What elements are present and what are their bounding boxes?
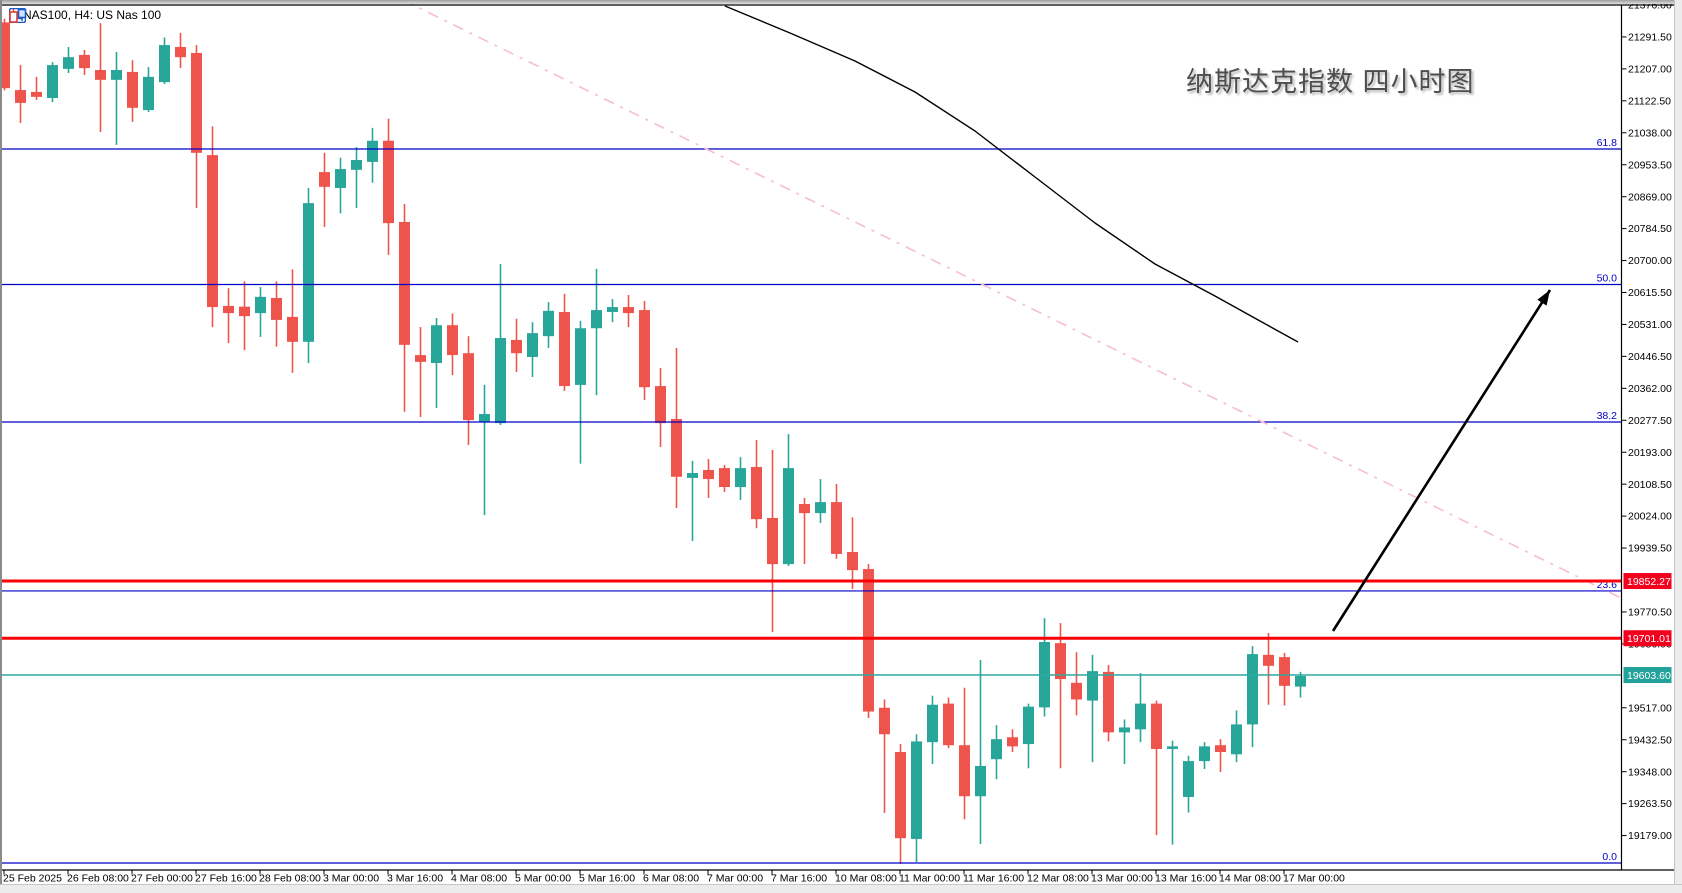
svg-text:7 Mar 00:00: 7 Mar 00:00 [707, 873, 763, 885]
svg-text:20446.50: 20446.50 [1628, 351, 1672, 363]
svg-text:20953.50: 20953.50 [1628, 159, 1672, 171]
svg-text:19852.27: 19852.27 [1627, 576, 1671, 588]
svg-text:27 Feb 16:00: 27 Feb 16:00 [195, 873, 257, 885]
svg-text:20362.00: 20362.00 [1628, 383, 1672, 395]
svg-text:20531.00: 20531.00 [1628, 319, 1672, 331]
svg-text:50.0: 50.0 [1597, 272, 1618, 284]
svg-text:20869.00: 20869.00 [1628, 191, 1672, 203]
price-lines-layer [0, 579, 1622, 676]
svg-text:13 Mar 00:00: 13 Mar 00:00 [1091, 873, 1153, 885]
svg-text:20024.00: 20024.00 [1628, 511, 1672, 523]
svg-text:20784.50: 20784.50 [1628, 223, 1672, 235]
svg-text:20700.00: 20700.00 [1628, 255, 1672, 267]
svg-text:14 Mar 08:00: 14 Mar 08:00 [1219, 873, 1281, 885]
window-bottom-strip [0, 884, 1682, 893]
svg-text:17 Mar 00:00: 17 Mar 00:00 [1283, 873, 1345, 885]
window-left-edge [0, 0, 2, 893]
window-right-edge [1674, 0, 1682, 893]
svg-text:12 Mar 08:00: 12 Mar 08:00 [1027, 873, 1089, 885]
projection-arrow [1331, 289, 1552, 632]
svg-text:20277.50: 20277.50 [1628, 415, 1672, 427]
trend-curve [724, 5, 1299, 343]
svg-text:3 Mar 00:00: 3 Mar 00:00 [323, 873, 379, 885]
window-top-edge [0, 0, 1682, 4]
svg-text:19770.50: 19770.50 [1628, 607, 1672, 619]
svg-text:19348.00: 19348.00 [1628, 766, 1672, 778]
svg-text:19701.01: 19701.01 [1627, 633, 1671, 645]
svg-text:13 Mar 16:00: 13 Mar 16:00 [1155, 873, 1217, 885]
svg-text:21291.50: 21291.50 [1628, 32, 1672, 44]
svg-text:61.8: 61.8 [1597, 137, 1618, 149]
time-axis[interactable]: 25 Feb 2025 26 Feb 08:00 27 Feb 00:00 27 Fe… [3, 870, 1345, 885]
svg-text:7 Mar 16:00: 7 Mar 16:00 [771, 873, 827, 885]
svg-text:6 Mar 08:00: 6 Mar 08:00 [643, 873, 699, 885]
svg-text:21207.00: 21207.00 [1628, 63, 1672, 75]
svg-text:0.0: 0.0 [1602, 851, 1617, 863]
symbol-header: NAS100, H4: US Nas 100 [9, 8, 162, 23]
svg-text:10 Mar 08:00: 10 Mar 08:00 [835, 873, 897, 885]
price-tag-boxes: 19852.27 19701.01 19603.60 [1623, 573, 1672, 684]
svg-text:27 Feb 00:00: 27 Feb 00:00 [131, 873, 193, 885]
svg-text:25 Feb 2025: 25 Feb 2025 [3, 873, 62, 885]
candles-layer [0, 18, 1306, 864]
svg-text:21122.50: 21122.50 [1628, 95, 1671, 107]
svg-text:19517.00: 19517.00 [1628, 702, 1672, 714]
svg-text:19432.50: 19432.50 [1628, 734, 1672, 746]
chart-frame [0, 4, 1682, 871]
svg-text:21376.00: 21376.00 [1628, 0, 1672, 12]
svg-text:38.2: 38.2 [1597, 410, 1618, 422]
svg-text:4 Mar 08:00: 4 Mar 08:00 [451, 873, 507, 885]
svg-text:5 Mar 16:00: 5 Mar 16:00 [579, 873, 635, 885]
chart-annotation-title: 纳斯达克指数 四小时图 [1186, 67, 1475, 97]
svg-text:19179.00: 19179.00 [1628, 830, 1672, 842]
symbol-title: NAS100, H4: US Nas 100 [23, 8, 162, 22]
svg-text:19939.50: 19939.50 [1628, 543, 1672, 555]
price-axis[interactable]: 21376.00 21291.50 21207.00 21122.50 21038.00… [1621, 0, 1672, 842]
svg-text:19603.60: 19603.60 [1627, 670, 1671, 682]
svg-text:20615.50: 20615.50 [1628, 287, 1672, 299]
svg-text:20108.50: 20108.50 [1628, 479, 1672, 491]
svg-text:19263.50: 19263.50 [1628, 798, 1672, 810]
svg-text:20193.00: 20193.00 [1628, 447, 1672, 459]
svg-text:11 Mar 00:00: 11 Mar 00:00 [899, 873, 960, 885]
svg-text:26 Feb 08:00: 26 Feb 08:00 [67, 873, 129, 885]
svg-text:28 Feb 08:00: 28 Feb 08:00 [259, 873, 321, 885]
svg-text:21038.00: 21038.00 [1628, 127, 1672, 139]
svg-text:11 Mar 16:00: 11 Mar 16:00 [963, 873, 1024, 885]
svg-text:5 Mar 00:00: 5 Mar 00:00 [515, 873, 571, 885]
plot-area[interactable] [0, 5, 1621, 870]
svg-text:3 Mar 16:00: 3 Mar 16:00 [387, 873, 443, 885]
